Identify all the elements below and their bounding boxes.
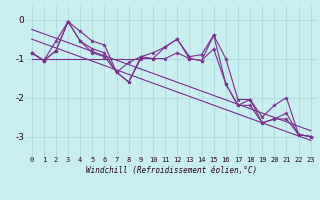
X-axis label: Windchill (Refroidissement éolien,°C): Windchill (Refroidissement éolien,°C) <box>86 166 257 175</box>
